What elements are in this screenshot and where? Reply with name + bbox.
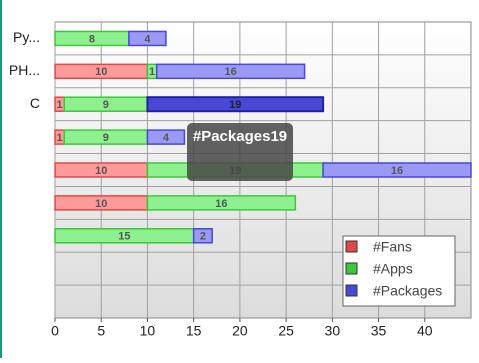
y-tick-label: C	[30, 95, 40, 111]
bar	[322, 162, 472, 178]
tooltip-box	[187, 123, 293, 181]
value-label: 16	[391, 165, 403, 177]
x-tick-label: 25	[278, 323, 294, 339]
legend-label: #Fans	[373, 239, 412, 255]
bar	[146, 96, 325, 113]
bar	[146, 195, 297, 211]
value-label: 19	[229, 99, 241, 111]
tooltip-text: #Packages19	[193, 128, 287, 145]
value-label: 16	[225, 66, 237, 78]
edge	[0, 0, 2, 358]
legend-swatch	[345, 284, 358, 297]
value-label: 1	[57, 99, 63, 111]
value-label: 10	[95, 165, 107, 177]
legend-swatch	[345, 262, 358, 275]
x-tick-label: 35	[371, 323, 387, 339]
value-label: 4	[144, 33, 151, 45]
value-label: 4	[163, 132, 170, 144]
value-label: 10	[95, 198, 107, 210]
tooltip-value: 19	[270, 128, 287, 145]
x-tick-label: 5	[97, 323, 105, 339]
value-label: 9	[103, 132, 109, 144]
x-tick-label: 40	[417, 323, 433, 339]
bar	[155, 63, 306, 80]
value-label: 9	[103, 99, 109, 111]
value-label: 8	[89, 33, 95, 45]
y-tick-label: Py...	[13, 29, 40, 45]
tooltip-series: #Packages	[193, 128, 271, 145]
value-label: 15	[118, 231, 130, 243]
x-tick-label: 0	[51, 323, 59, 339]
tooltip: #Packages19	[187, 123, 293, 181]
value-label: 1	[149, 66, 155, 78]
x-tick-label: 30	[325, 323, 341, 339]
legend-label: #Packages	[373, 283, 442, 299]
legend: #Fans #Apps #Packages	[342, 235, 456, 307]
legend-box	[342, 235, 456, 307]
value-label: 16	[215, 198, 227, 210]
bar	[128, 30, 167, 47]
legend-label: #Apps	[373, 261, 413, 277]
legend-swatch	[345, 240, 358, 253]
x-tick-label: 10	[140, 323, 156, 339]
x-tick-label: 15	[186, 323, 202, 339]
bar	[192, 228, 213, 244]
value-label: 10	[95, 66, 107, 78]
bar	[146, 129, 186, 145]
y-tick-label: PH...	[9, 62, 40, 78]
x-tick-label: 20	[232, 323, 248, 339]
value-label: 2	[200, 231, 206, 243]
value-label: 1	[57, 132, 63, 144]
